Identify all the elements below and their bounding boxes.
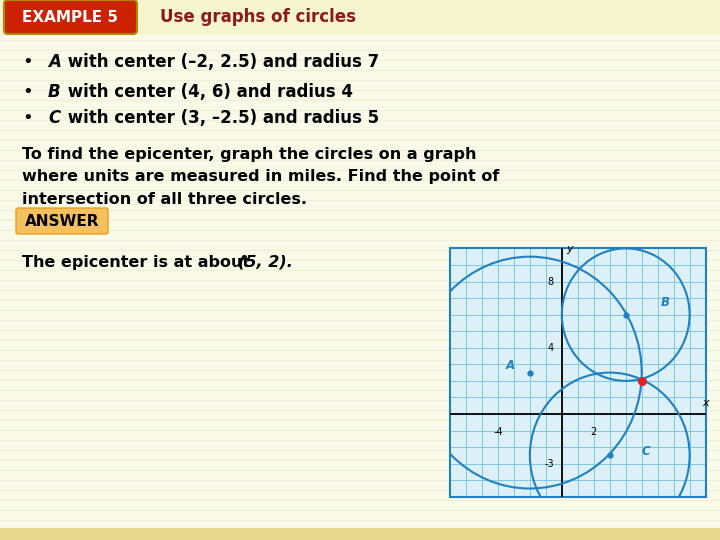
- Text: •: •: [22, 53, 32, 71]
- Text: Use graphs of circles: Use graphs of circles: [160, 8, 356, 26]
- Text: To find the epicenter, graph the circles on a graph: To find the epicenter, graph the circles…: [22, 147, 477, 163]
- Text: 2: 2: [590, 427, 597, 437]
- Text: •: •: [22, 83, 32, 101]
- Text: where units are measured in miles. Find the point of: where units are measured in miles. Find …: [22, 170, 500, 185]
- Text: A: A: [506, 359, 515, 372]
- Text: with center (4, 6) and radius 4: with center (4, 6) and radius 4: [62, 83, 353, 101]
- Text: B: B: [48, 83, 60, 101]
- Text: A: A: [48, 53, 61, 71]
- Text: with center (3, –2.5) and radius 5: with center (3, –2.5) and radius 5: [62, 109, 379, 127]
- Text: with center (–2, 2.5) and radius 7: with center (–2, 2.5) and radius 7: [62, 53, 379, 71]
- Text: -4: -4: [493, 427, 503, 437]
- FancyBboxPatch shape: [16, 208, 108, 234]
- Text: The epicenter is at about: The epicenter is at about: [22, 254, 256, 269]
- FancyBboxPatch shape: [0, 0, 720, 35]
- Text: ANSWER: ANSWER: [24, 213, 99, 228]
- Text: EXAMPLE 5: EXAMPLE 5: [22, 10, 118, 24]
- Text: 4: 4: [548, 343, 554, 353]
- Text: 8: 8: [548, 276, 554, 287]
- Text: intersection of all three circles.: intersection of all three circles.: [22, 192, 307, 206]
- FancyBboxPatch shape: [4, 0, 137, 34]
- Text: -3: -3: [544, 458, 554, 469]
- FancyBboxPatch shape: [0, 528, 720, 540]
- Text: x: x: [703, 398, 709, 408]
- Text: (5, 2).: (5, 2).: [238, 254, 293, 269]
- Text: C: C: [642, 446, 650, 458]
- Text: C: C: [48, 109, 60, 127]
- Text: B: B: [661, 296, 670, 309]
- Text: y: y: [567, 244, 573, 254]
- Text: •: •: [22, 109, 32, 127]
